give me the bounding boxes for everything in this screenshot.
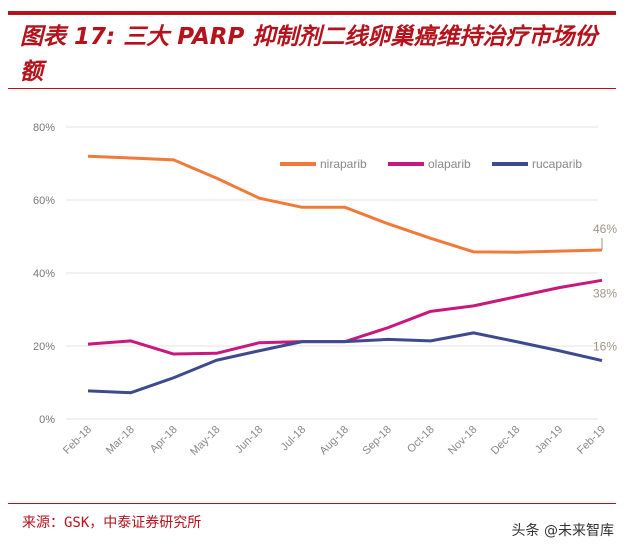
- x-tick-label: Feb-18: [61, 424, 94, 457]
- watermark: 头条 @未来智库: [511, 523, 614, 539]
- x-tick-label: May-18: [188, 424, 222, 458]
- legend-label: rucaparib: [532, 157, 582, 171]
- top-rule: [8, 11, 616, 15]
- x-tick-label: Nov-18: [446, 424, 480, 458]
- data-label-niraparib: 46%: [593, 222, 617, 236]
- legend-label: olaparib: [428, 157, 471, 171]
- x-tick-label: Sep-18: [360, 424, 394, 458]
- x-tick-label: Apr-18: [148, 424, 180, 456]
- y-tick-label: 0%: [39, 414, 55, 426]
- title-rule: [8, 88, 616, 89]
- data-label-olaparib: 38%: [593, 286, 617, 300]
- y-tick-label: 20%: [33, 341, 55, 353]
- x-tick-label: Mar-18: [104, 424, 137, 457]
- x-tick-label: Jan-19: [533, 424, 565, 456]
- x-tick-label: Jun-18: [233, 424, 265, 456]
- source-note: 来源：GSK，中泰证券研究所: [22, 515, 202, 531]
- x-tick-label: Jul-18: [279, 424, 309, 454]
- x-tick-label: Oct-18: [405, 424, 437, 456]
- data-label-rucaparib: 16%: [593, 340, 617, 354]
- x-tick-label: Feb-19: [575, 424, 608, 457]
- x-tick-label: Dec-18: [489, 424, 523, 458]
- footer-rule: [8, 503, 616, 504]
- legend-label: niraparib: [320, 157, 367, 171]
- series-line-rucaparib: [87, 331, 603, 395]
- figure-title: 图表 17: 三大 PARP 抑制剂二线卵巢癌维持治疗市场份额: [20, 24, 598, 85]
- y-tick-label: 40%: [33, 268, 55, 280]
- line-chart: 0% 20% 40% 60% 80% Feb-18 Mar-18 Apr-18 May-18 Ju…: [33, 122, 617, 458]
- x-tick-label: Aug-18: [318, 424, 352, 458]
- y-tick-label: 60%: [33, 195, 55, 207]
- y-tick-label: 80%: [33, 122, 55, 134]
